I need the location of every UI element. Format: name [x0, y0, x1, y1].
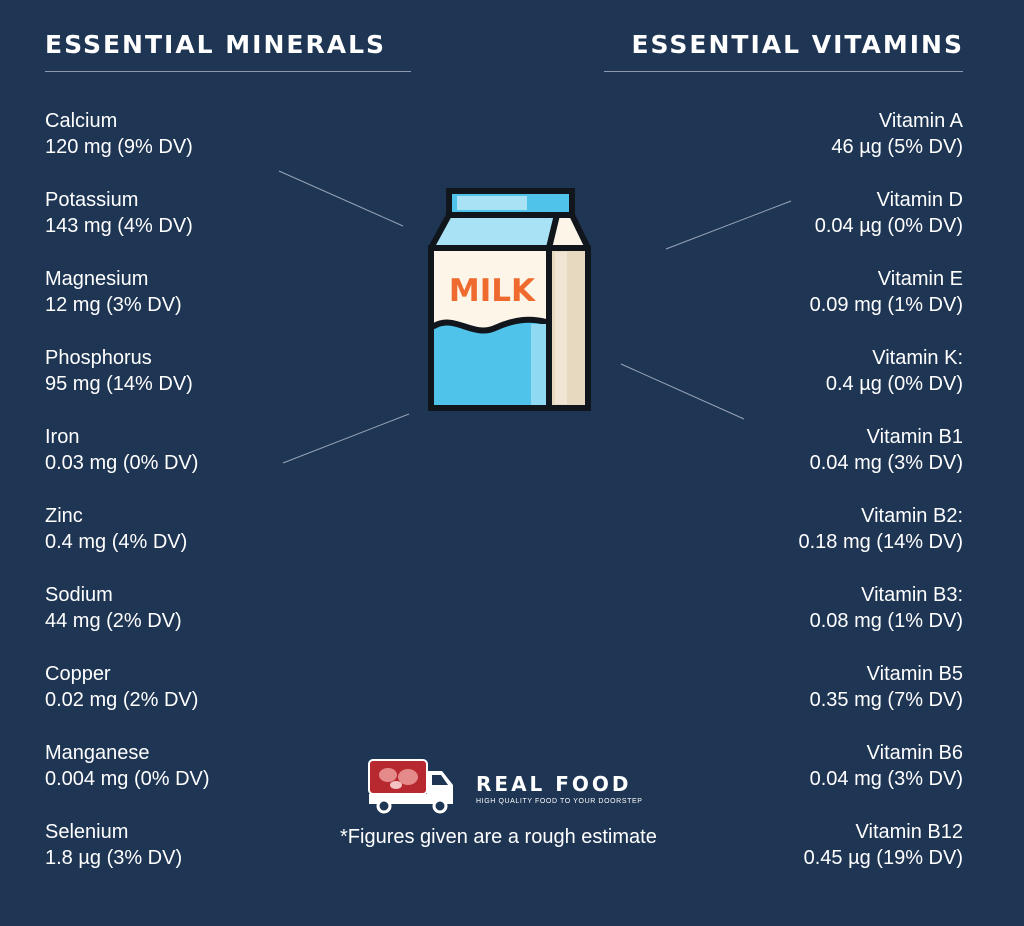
vitamin-value: 0.35 mg (7% DV)	[809, 689, 963, 711]
vitamin-value: 0.45 µg (19% DV)	[803, 847, 963, 869]
minerals-heading: ESSENTIAL MINERALS	[45, 30, 387, 59]
mineral-value: 95 mg (14% DV)	[45, 373, 193, 395]
mineral-name: Selenium	[45, 821, 129, 843]
mineral-item: Phosphorus 95 mg (14% DV)	[45, 345, 210, 424]
mineral-name: Iron	[45, 426, 80, 448]
vitamin-item: Vitamin B3: 0.08 mg (1% DV)	[798, 582, 963, 661]
minerals-divider	[45, 71, 411, 72]
vitamin-item: Vitamin B6 0.04 mg (3% DV)	[798, 740, 963, 819]
mineral-value: 44 mg (2% DV)	[45, 610, 182, 632]
connector-line	[665, 200, 792, 250]
vitamin-value: 0.09 mg (1% DV)	[809, 294, 963, 316]
vitamin-value: 0.08 mg (1% DV)	[809, 610, 963, 632]
mineral-value: 143 mg (4% DV)	[45, 215, 193, 237]
milk-label: MILK	[449, 273, 536, 309]
mineral-name: Manganese	[45, 742, 150, 764]
vitamin-item: Vitamin E 0.09 mg (1% DV)	[798, 266, 963, 345]
brand-tagline: HIGH QUALITY FOOD TO YOUR DOORSTEP	[476, 798, 643, 805]
connector-line	[620, 363, 745, 420]
mineral-item: Potassium 143 mg (4% DV)	[45, 187, 210, 266]
vitamin-name: Vitamin B6	[866, 742, 963, 764]
brand-name: REAL FOOD	[476, 772, 632, 796]
vitamin-name: Vitamin K:	[872, 347, 963, 369]
vitamin-name: Vitamin B1	[866, 426, 963, 448]
footnote: *Figures given are a rough estimate	[340, 826, 657, 848]
vitamin-item: Vitamin B1 0.04 mg (3% DV)	[798, 424, 963, 503]
vitamin-item: Vitamin A 46 µg (5% DV)	[798, 108, 963, 187]
mineral-item: Calcium 120 mg (9% DV)	[45, 108, 210, 187]
mineral-value: 12 mg (3% DV)	[45, 294, 182, 316]
vitamin-value: 46 µg (5% DV)	[831, 136, 963, 158]
mineral-item: Zinc 0.4 mg (4% DV)	[45, 503, 210, 582]
mineral-value: 1.8 µg (3% DV)	[45, 847, 183, 869]
mineral-item: Manganese 0.004 mg (0% DV)	[45, 740, 210, 819]
vitamin-value: 0.18 mg (14% DV)	[798, 531, 963, 553]
mineral-item: Sodium 44 mg (2% DV)	[45, 582, 210, 661]
vitamin-value: 0.04 µg (0% DV)	[814, 215, 963, 237]
delivery-truck-icon	[368, 759, 453, 814]
mineral-value: 0.02 mg (2% DV)	[45, 689, 199, 711]
mineral-value: 0.004 mg (0% DV)	[45, 768, 210, 790]
vitamin-value: 0.04 mg (3% DV)	[809, 768, 963, 790]
mineral-item: Selenium 1.8 µg (3% DV)	[45, 819, 210, 898]
mineral-name: Zinc	[45, 505, 83, 527]
vitamin-name: Vitamin B3:	[861, 584, 963, 606]
vitamins-list: Vitamin A 46 µg (5% DV) Vitamin D 0.04 µg …	[798, 108, 963, 898]
connector-line	[278, 170, 404, 227]
connector-line	[282, 413, 410, 464]
mineral-name: Sodium	[45, 584, 113, 606]
mineral-name: Phosphorus	[45, 347, 152, 369]
minerals-list: Calcium 120 mg (9% DV) Potassium 143 mg (4…	[45, 108, 210, 898]
vitamin-name: Vitamin A	[878, 110, 963, 132]
vitamin-item: Vitamin B12 0.45 µg (19% DV)	[798, 819, 963, 898]
vitamin-name: Vitamin B5	[866, 663, 963, 685]
mineral-name: Potassium	[45, 189, 139, 211]
mineral-item: Copper 0.02 mg (2% DV)	[45, 661, 210, 740]
mineral-item: Iron 0.03 mg (0% DV)	[45, 424, 210, 503]
vitamin-value: 0.4 µg (0% DV)	[825, 373, 963, 395]
mineral-name: Magnesium	[45, 268, 149, 290]
vitamin-item: Vitamin D 0.04 µg (0% DV)	[798, 187, 963, 266]
vitamin-name: Vitamin E	[877, 268, 963, 290]
vitamins-heading: ESSENTIAL VITAMINS	[631, 30, 964, 59]
mineral-value: 0.4 mg (4% DV)	[45, 531, 188, 553]
mineral-value: 120 mg (9% DV)	[45, 136, 193, 158]
milk-carton-icon: MILK	[428, 188, 591, 411]
vitamin-name: Vitamin D	[876, 189, 963, 211]
mineral-name: Calcium	[45, 110, 118, 132]
vitamin-name: Vitamin B2:	[861, 505, 963, 527]
mineral-item: Magnesium 12 mg (3% DV)	[45, 266, 210, 345]
vitamin-name: Vitamin B12	[855, 821, 963, 843]
mineral-value: 0.03 mg (0% DV)	[45, 452, 199, 474]
vitamin-value: 0.04 mg (3% DV)	[809, 452, 963, 474]
mineral-name: Copper	[45, 663, 111, 685]
vitamins-divider	[604, 71, 963, 72]
vitamin-item: Vitamin K: 0.4 µg (0% DV)	[798, 345, 963, 424]
vitamin-item: Vitamin B5 0.35 mg (7% DV)	[798, 661, 963, 740]
vitamin-item: Vitamin B2: 0.18 mg (14% DV)	[798, 503, 963, 582]
